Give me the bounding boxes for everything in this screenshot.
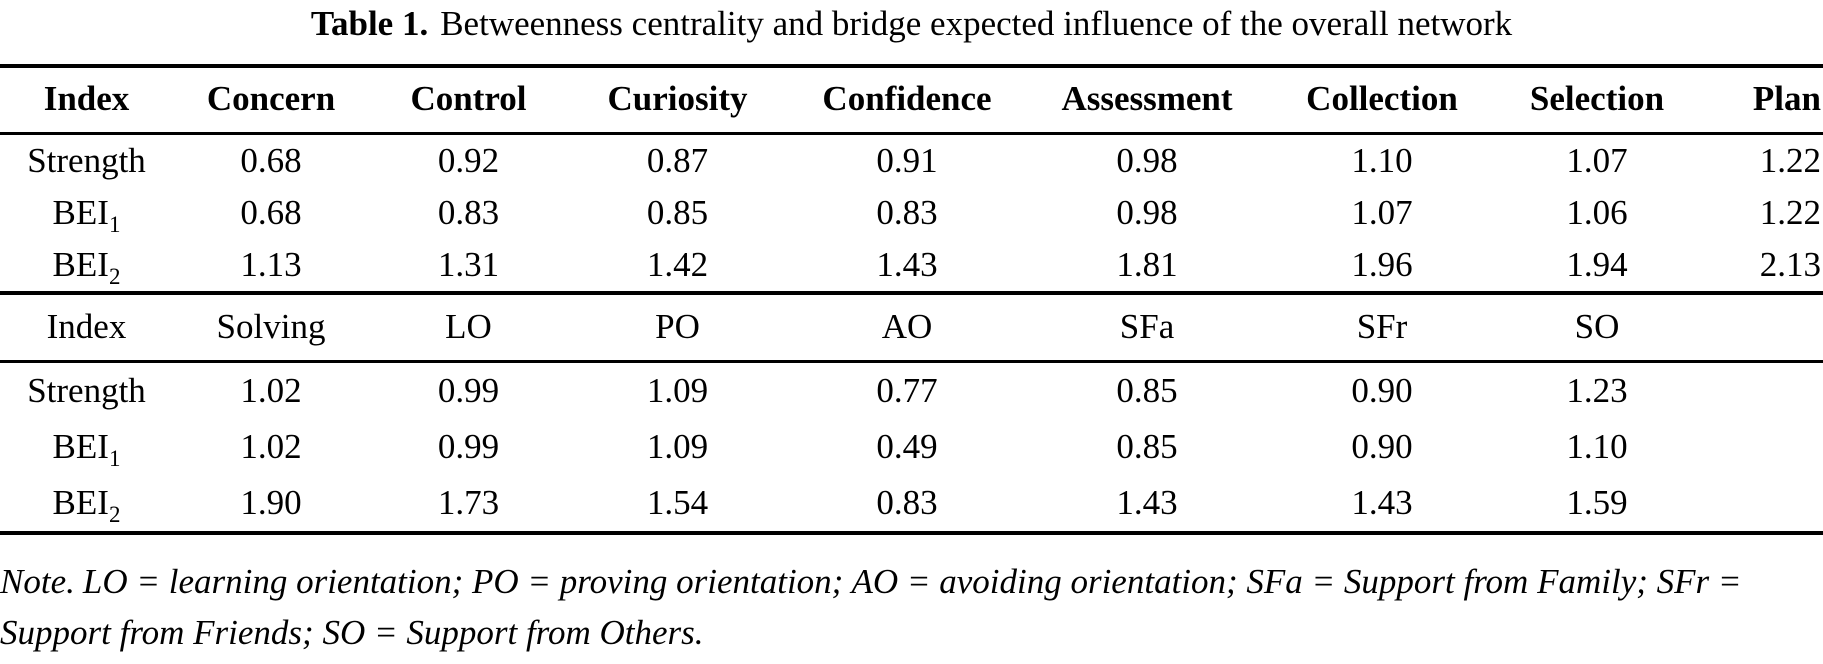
- header-cell: Confidence: [787, 66, 1027, 135]
- value-cell: 1.10: [1566, 427, 1628, 466]
- value-cell: 0.85: [1116, 427, 1178, 466]
- value-cell: 0.83: [437, 193, 500, 232]
- value-cell: 0.68: [240, 141, 302, 180]
- value-cell: 1.81: [1027, 239, 1267, 295]
- value-cell: 0.90: [1351, 427, 1413, 466]
- value-cell: 0.99: [437, 427, 500, 466]
- value-cell: 0.83: [876, 483, 938, 522]
- value-cell: 1.02: [240, 427, 302, 466]
- value-cell: 1.94: [1497, 239, 1697, 295]
- value-cell: [1697, 362, 1823, 420]
- betweenness-table: Index Concern Control Curiosity Confiden…: [0, 64, 1823, 535]
- value-cell: 1.43: [787, 239, 1027, 295]
- header-cell: Assessment: [1027, 66, 1267, 135]
- table-row-bei2: BEI2 1.13 1.31 1.42 1.43 1.81 1.96 1.94 …: [0, 239, 1823, 295]
- row-label-cell: BEI1: [52, 427, 121, 471]
- header-cell: SFa: [1027, 293, 1267, 363]
- value-cell: 1.59: [1566, 483, 1628, 522]
- value-cell: 1.06: [1566, 193, 1628, 232]
- value-cell: 0.90: [1351, 371, 1413, 410]
- value-cell: 1.09: [646, 371, 709, 410]
- header-cell: Concern: [173, 66, 369, 135]
- value-cell: 0.91: [876, 141, 938, 180]
- header-cell: Solving: [173, 293, 369, 363]
- value-cell: 1.13: [173, 239, 369, 295]
- value-cell: 0.49: [876, 427, 938, 466]
- value-cell: [1697, 475, 1823, 533]
- header-cell: Plan: [1697, 66, 1823, 135]
- value-cell: 1.43: [1351, 483, 1413, 522]
- table-caption-text: Betweenness centrality and bridge expect…: [440, 4, 1513, 43]
- row-label-cell: Strength: [27, 141, 146, 180]
- table-row-bei1: BEI1 1.02 0.99 1.09 0.49 0.85 0.90 1.10: [0, 419, 1823, 475]
- value-cell: 1.96: [1267, 239, 1497, 295]
- value-cell: 0.85: [1116, 371, 1178, 410]
- table-row-bei1: BEI1 0.68 0.83 0.85 0.83 0.98 1.07 1.06 …: [0, 187, 1823, 239]
- header-cell: Collection: [1267, 66, 1497, 135]
- value-cell: 1.07: [1351, 193, 1413, 232]
- value-cell: 0.98: [1116, 141, 1178, 180]
- row-label-cell: Strength: [27, 371, 146, 410]
- value-cell: 1.07: [1566, 141, 1628, 180]
- value-cell: 0.98: [1116, 193, 1178, 232]
- header-cell: SFr: [1267, 293, 1497, 363]
- value-cell: 1.54: [646, 483, 709, 522]
- header-cell: LO: [369, 293, 568, 363]
- header-cell: Curiosity: [568, 66, 787, 135]
- value-cell: 1.73: [437, 483, 500, 522]
- header-cell: SO: [1497, 293, 1697, 363]
- table-row-bei2: BEI2 1.90 1.73 1.54 0.83 1.43 1.43 1.59: [0, 475, 1823, 533]
- header-cell: [1697, 293, 1823, 363]
- value-cell: 1.22: [1759, 193, 1821, 232]
- table-row-strength: Strength 1.02 0.99 1.09 0.77 0.85 0.90 1…: [0, 362, 1823, 420]
- value-cell: [1697, 419, 1823, 475]
- value-cell: 1.10: [1351, 141, 1413, 180]
- value-cell: 1.09: [646, 427, 709, 466]
- value-cell: 1.22: [1759, 141, 1821, 180]
- header-cell: Index: [0, 66, 173, 135]
- header-cell: Selection: [1497, 66, 1697, 135]
- table-number-label: Table 1.: [310, 4, 429, 43]
- value-cell: 1.43: [1116, 483, 1178, 522]
- value-cell: 0.92: [437, 141, 500, 180]
- value-cell: 1.02: [240, 371, 302, 410]
- header-cell: Control: [369, 66, 568, 135]
- value-cell: 0.68: [240, 193, 302, 232]
- value-cell: 0.85: [646, 193, 709, 232]
- value-cell: 1.31: [369, 239, 568, 295]
- value-cell: 0.87: [646, 141, 709, 180]
- value-cell: 1.23: [1566, 371, 1628, 410]
- value-cell: 0.77: [876, 371, 938, 410]
- header-cell: PO: [568, 293, 787, 363]
- table-note: Note. LO = learning orientation; PO = pro…: [0, 556, 1823, 658]
- header-cell: AO: [787, 293, 1027, 363]
- value-cell: 0.83: [876, 193, 938, 232]
- table-row-strength: Strength 0.68 0.92 0.87 0.91 0.98 1.10 1…: [0, 134, 1823, 188]
- value-cell: 2.13: [1697, 239, 1823, 295]
- value-cell: 1.42: [568, 239, 787, 295]
- table-title: Table 1. Betweenness centrality and bridg…: [0, 0, 1823, 45]
- value-cell: 0.99: [437, 371, 500, 410]
- section2-header-row: Index Solving LO PO AO SFa SFr SO: [0, 293, 1823, 363]
- header-cell: Index: [0, 293, 173, 363]
- row-label-cell: BEI2: [52, 483, 121, 527]
- value-cell: 1.90: [240, 483, 302, 522]
- section1-header-row: Index Concern Control Curiosity Confiden…: [0, 66, 1823, 135]
- note-label: Note.: [0, 562, 75, 601]
- row-label-cell: BEI1: [52, 193, 121, 237]
- row-label-cell: BEI2: [0, 239, 173, 295]
- note-text: LO = learning orientation; PO = proving …: [0, 562, 1742, 652]
